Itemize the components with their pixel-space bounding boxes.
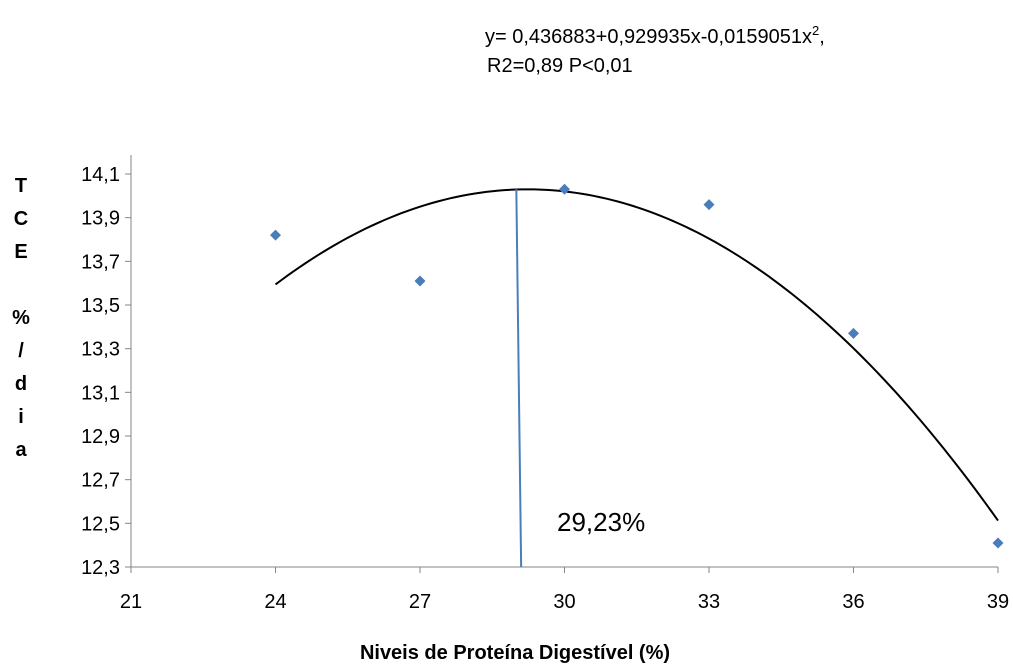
- data-point: [992, 537, 1004, 549]
- equation-line-1: y= 0,436883+0,929935x-0,0159051x2,: [485, 23, 825, 48]
- y-tick-label: 12,9: [81, 426, 120, 448]
- trendline: [274, 188, 999, 522]
- x-tick-label: 24: [264, 591, 286, 613]
- data-point: [703, 199, 715, 211]
- y-axis-title: TCE% / dia: [12, 175, 30, 461]
- optimum-label: 29,23%: [557, 507, 645, 537]
- y-tick-label: 12,5: [81, 513, 120, 535]
- x-tick-label: 36: [842, 591, 864, 613]
- data-point: [270, 229, 281, 241]
- x-tick-label: 30: [553, 591, 575, 613]
- x-tick-label: 21: [120, 591, 142, 613]
- y-axis-title-char: %: [12, 307, 30, 329]
- equation-line-2: R2=0,89 P<0,01: [487, 55, 633, 77]
- x-tick-label: 27: [409, 591, 431, 613]
- data-point: [848, 327, 859, 339]
- y-axis-title-char: i: [18, 406, 24, 428]
- optimum-line: [515, 189, 523, 568]
- x-ticks: 21 24 27 30 33 36 39: [120, 567, 1009, 613]
- y-tick-label: 13,5: [81, 295, 120, 317]
- x-tick-label: 33: [698, 591, 720, 613]
- y-axis-title-char: T: [15, 175, 27, 197]
- x-tick-label: 39: [987, 591, 1009, 613]
- y-axis-title-char: /: [18, 340, 24, 362]
- y-axis-title-char: d: [15, 373, 27, 395]
- y-axis-title-char: E: [14, 241, 27, 263]
- y-tick-label: 13,3: [81, 339, 120, 361]
- y-axis-title-char: C: [14, 208, 28, 230]
- x-axis-title: Niveis de Proteína Digestível (%): [360, 642, 670, 664]
- y-axis-title-char: a: [15, 439, 27, 461]
- y-tick-label: 13,7: [81, 251, 120, 273]
- y-tick-label: 14,1: [81, 164, 120, 186]
- y-tick-label: 12,7: [81, 470, 120, 492]
- data-point: [414, 275, 426, 287]
- y-tick-label: 13,9: [81, 208, 120, 230]
- y-ticks: 12,3 12,5 12,7 12,9 13,1 13,3 13,5 13,7 13,9 14,1: [81, 164, 131, 579]
- y-tick-label: 13,1: [81, 382, 120, 404]
- data-point: [559, 183, 570, 195]
- equation-superscript: 2: [812, 23, 819, 38]
- y-tick-label: 12,3: [81, 557, 120, 579]
- data-points: [270, 183, 1004, 549]
